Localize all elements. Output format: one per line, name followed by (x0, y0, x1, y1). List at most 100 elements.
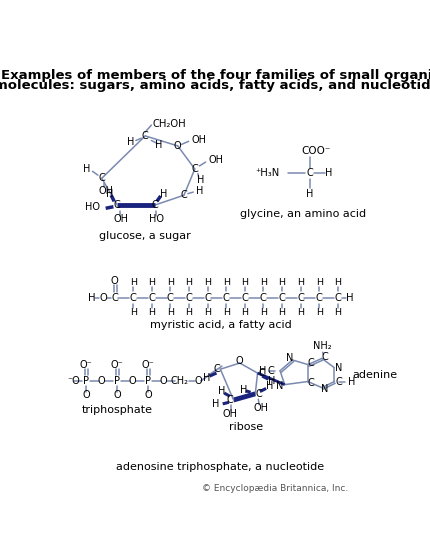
Text: H: H (156, 140, 163, 150)
Text: H: H (297, 307, 304, 317)
Text: OH: OH (254, 403, 269, 413)
Text: H: H (130, 279, 137, 287)
Text: H: H (334, 279, 341, 287)
Text: glycine, an amino acid: glycine, an amino acid (240, 209, 366, 219)
Text: C: C (308, 358, 314, 368)
Text: C: C (308, 378, 314, 388)
Text: H: H (88, 292, 95, 302)
Text: H: H (127, 137, 134, 147)
Text: H: H (241, 307, 248, 317)
Text: © Encyclopædia Britannica, Inc.: © Encyclopædia Britannica, Inc. (202, 484, 348, 493)
Text: H: H (316, 307, 322, 317)
Text: C: C (306, 168, 313, 178)
Text: H: H (106, 189, 113, 199)
Text: C: C (191, 164, 198, 174)
Text: OH: OH (222, 409, 237, 419)
Text: H: H (218, 386, 226, 396)
Text: C: C (260, 292, 267, 302)
Text: H: H (197, 175, 205, 185)
Text: COO⁻: COO⁻ (301, 147, 330, 157)
Text: C: C (151, 200, 158, 210)
Text: OH: OH (209, 155, 224, 165)
Text: C: C (114, 200, 121, 210)
Text: adenine: adenine (352, 370, 397, 380)
Text: P: P (145, 376, 151, 386)
Text: C: C (111, 292, 118, 302)
Text: N: N (286, 354, 293, 364)
Text: C: C (167, 292, 174, 302)
Text: H: H (241, 279, 248, 287)
Text: O: O (98, 376, 106, 386)
Text: H: H (297, 279, 304, 287)
Text: H: H (306, 189, 313, 199)
Text: O: O (114, 390, 121, 400)
Text: P: P (114, 376, 120, 386)
Text: O: O (83, 390, 90, 400)
Text: myristic acid, a fatty acid: myristic acid, a fatty acid (150, 320, 291, 330)
Text: C: C (223, 292, 230, 302)
Text: C: C (241, 292, 248, 302)
Text: ⁻O: ⁻O (68, 376, 80, 386)
Text: C: C (130, 292, 137, 302)
Text: H: H (279, 279, 286, 287)
Text: H: H (334, 307, 341, 317)
Text: C: C (258, 368, 265, 378)
Text: HO: HO (148, 214, 163, 224)
Text: H: H (83, 164, 90, 174)
Text: O: O (194, 376, 202, 386)
Text: C: C (335, 376, 342, 386)
Text: H: H (240, 385, 247, 395)
Text: O: O (160, 376, 168, 386)
Text: ribose: ribose (229, 422, 263, 432)
Text: H: H (265, 381, 273, 391)
Text: C: C (267, 366, 274, 376)
Text: H: H (348, 376, 356, 386)
Text: adenosine triphosphate, a nucleotide: adenosine triphosphate, a nucleotide (116, 462, 325, 472)
Text: HO: HO (85, 201, 100, 212)
Text: C: C (335, 292, 341, 302)
Text: C: C (279, 292, 286, 302)
Text: Examples of members of the four families of small organic: Examples of members of the four families… (1, 69, 430, 82)
Text: H: H (223, 279, 230, 287)
Text: H: H (260, 307, 267, 317)
Text: H: H (203, 374, 210, 384)
Text: H: H (316, 279, 322, 287)
Text: C: C (98, 173, 105, 183)
Text: H: H (197, 186, 204, 196)
Text: H: H (167, 279, 174, 287)
Text: C: C (213, 364, 220, 374)
Text: molecules: sugars, amino acids, fatty acids, and nucleotides: molecules: sugars, amino acids, fatty ac… (0, 79, 430, 92)
Text: N: N (335, 362, 343, 372)
Text: C: C (226, 395, 233, 405)
Text: OH: OH (192, 135, 207, 145)
Text: O: O (144, 390, 152, 400)
Text: NH₂: NH₂ (313, 341, 331, 351)
Text: N: N (276, 381, 284, 391)
Text: H: H (212, 399, 220, 409)
Text: C: C (148, 292, 155, 302)
Text: H: H (346, 292, 353, 302)
Text: CH₂OH: CH₂OH (153, 119, 187, 129)
Text: H: H (148, 307, 155, 317)
Text: CH₂: CH₂ (170, 376, 188, 386)
Text: P: P (83, 376, 89, 386)
Text: triphosphate: triphosphate (82, 405, 153, 415)
Text: O⁻: O⁻ (80, 360, 93, 370)
Text: N: N (321, 384, 329, 394)
Text: H: H (130, 307, 137, 317)
Text: H: H (185, 307, 193, 317)
Text: H: H (325, 168, 332, 178)
Text: H: H (185, 279, 193, 287)
Text: H: H (160, 189, 168, 199)
Text: glucose, a sugar: glucose, a sugar (99, 231, 191, 241)
Text: O: O (174, 141, 181, 151)
Text: H: H (204, 279, 211, 287)
Text: H: H (279, 307, 286, 317)
Text: H: H (167, 307, 174, 317)
Text: O: O (236, 356, 243, 366)
Text: H: H (204, 307, 211, 317)
Text: ⁺H₃N: ⁺H₃N (256, 168, 280, 178)
Text: O: O (99, 292, 107, 302)
Text: C: C (181, 190, 187, 200)
Text: O: O (111, 276, 118, 286)
